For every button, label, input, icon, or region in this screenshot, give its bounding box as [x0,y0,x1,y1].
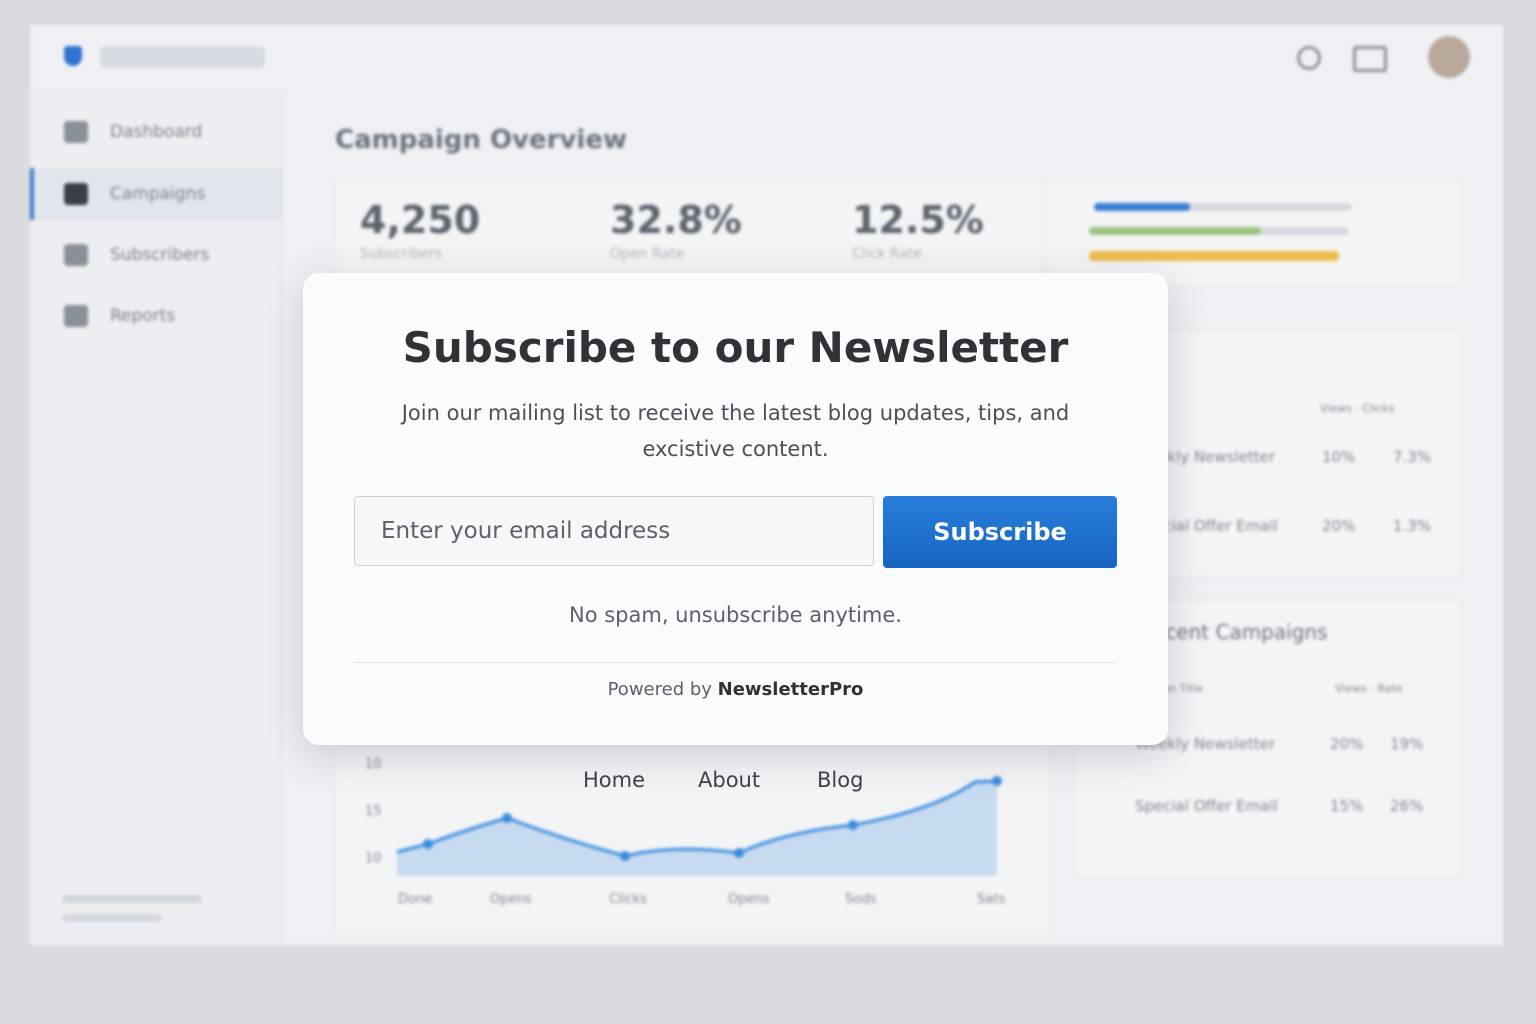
table-cell[interactable]: Special Offer Email [1135,797,1278,815]
mail-icon[interactable] [1353,46,1387,72]
y-label: 15 [365,804,382,819]
refresh-icon[interactable] [1297,46,1321,70]
table-cell: 20% [1330,735,1364,753]
table-cell: 7.3% [1393,448,1432,466]
email-input[interactable]: Enter your email address [354,496,874,566]
modal-description: Join our mailing list to receive the lat… [401,401,1070,461]
sidebar-footer-bar [62,895,202,903]
section-title: Campaign Overview [335,125,627,155]
stat: 32.8% Open Rate [610,198,742,262]
table-cell: 15% [1330,797,1364,815]
sidebar-item-active[interactable]: Campaigns [30,168,282,220]
y-label: 10 [365,757,382,772]
sidebar-item[interactable]: Subscribers [30,229,282,281]
card-title: Recent Campaigns [1140,620,1328,644]
subscribe-modal: Subscribe to our Newsletter Join our mai… [303,273,1168,745]
progress-card [1045,180,1462,287]
x-label: Opens [728,892,770,907]
table-cell[interactable]: Weekly Newsletter [1135,735,1275,753]
subscribe-button[interactable]: Subscribe [883,496,1117,568]
table-cell: 19% [1390,735,1424,753]
y-label: 10 [365,851,382,866]
chart-nav[interactable]: Blog [817,768,864,792]
stat: 12.5% Click Rate [852,198,984,262]
sidebar-footer-bar [62,914,162,922]
table-cell[interactable]: Special Offer Email [1135,517,1278,535]
powered-by: Powered by NewsletterPro [303,679,1168,700]
stat: 4,250 Subscribers [360,198,481,262]
avatar[interactable] [1428,36,1470,78]
table-cell: 1.3% [1393,517,1432,535]
table-cell: 20% [1322,517,1356,535]
table-header: Views · Clicks [1320,402,1395,415]
x-label: Sods [845,892,877,907]
table-header: Views · Rate [1335,682,1403,695]
chart-decoration [396,776,1002,876]
modal-note: No spam, unsubscribe anytime. [569,603,902,627]
logo [64,46,82,66]
sidebar-item[interactable]: Dashboard [30,106,282,158]
chart-nav[interactable]: Home [583,768,646,792]
table-cell: 10% [1322,448,1356,466]
x-label: Opens [490,892,532,907]
x-label: Done [398,892,433,907]
x-label: Clicks [609,892,647,907]
search-bar [100,46,265,68]
table-cell[interactable]: Weekly Newsletter [1135,448,1275,466]
powered-by-text: Powered by [607,679,712,700]
chart-nav[interactable]: About [698,768,761,792]
x-label: Sats [977,892,1006,907]
modal-title: Subscribe to our Newsletter [402,323,1069,372]
sidebar [30,90,283,945]
divider [354,662,1117,663]
table-cell: 26% [1390,797,1424,815]
sidebar-item[interactable]: Reports [30,290,282,342]
brand[interactable]: NewsletterPro [717,679,864,700]
